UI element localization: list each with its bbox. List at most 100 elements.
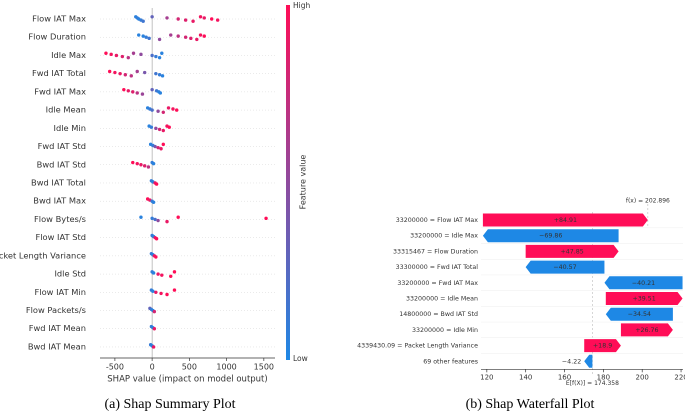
y-tick-label: Idle Max bbox=[51, 50, 86, 60]
shap-point bbox=[151, 271, 156, 275]
value-label: −4.22 bbox=[562, 358, 581, 365]
shap-point bbox=[157, 37, 162, 42]
shap-point bbox=[156, 109, 160, 113]
y-tick-label: Bwd IAT Total bbox=[31, 177, 86, 187]
shap-point bbox=[152, 309, 157, 314]
shap-point bbox=[183, 18, 188, 22]
shap-point bbox=[158, 91, 163, 95]
caption-a: (a) Shap Summary Plot bbox=[104, 397, 235, 412]
feature-label: 14800000 = Bwd IAT Std bbox=[399, 311, 478, 318]
x-tick-label: 160 bbox=[558, 373, 571, 381]
shap-point bbox=[210, 17, 214, 21]
shap-point bbox=[126, 55, 130, 60]
feature-label: 69 other features bbox=[423, 358, 478, 365]
shap-point bbox=[151, 289, 155, 293]
x-tick-label: 200 bbox=[636, 373, 649, 381]
x-tick-label: 220 bbox=[674, 373, 685, 381]
feature-label: 33200000 = Idle Min bbox=[412, 327, 478, 334]
y-tick-label: Packet Length Variance bbox=[0, 250, 86, 260]
x-tick-label: 120 bbox=[480, 373, 493, 381]
y-tick-label: Bwd IAT Std bbox=[37, 159, 86, 169]
shap-point bbox=[171, 107, 175, 111]
shap-point bbox=[154, 54, 158, 59]
feature-label: 33315467 = Flow Duration bbox=[393, 248, 478, 255]
y-tick-label: Flow IAT Std bbox=[35, 232, 86, 242]
y-tick-label: Idle Mean bbox=[46, 105, 86, 115]
shap-point bbox=[157, 127, 162, 132]
waterfall-bar bbox=[605, 292, 683, 305]
value-label: −40.57 bbox=[553, 264, 576, 271]
y-tick-label: Fwd IAT Mean bbox=[29, 323, 86, 333]
shap-point bbox=[153, 144, 157, 149]
shap-point bbox=[157, 73, 162, 77]
shap-point bbox=[172, 270, 177, 274]
y-tick-label: Fwd IAT Max bbox=[34, 86, 86, 96]
shap-point bbox=[161, 128, 165, 133]
value-label: −34.54 bbox=[628, 311, 651, 318]
waterfall-bar bbox=[604, 276, 683, 290]
shap-point bbox=[151, 161, 156, 166]
shap-point bbox=[131, 90, 135, 94]
shap-point bbox=[160, 74, 165, 78]
shap-point bbox=[120, 54, 125, 59]
value-label: +84.91 bbox=[554, 217, 577, 224]
shap-point bbox=[141, 34, 145, 38]
shap-point bbox=[154, 126, 158, 131]
x-tick-label: 0 bbox=[150, 363, 155, 372]
waterfall-bar bbox=[482, 229, 619, 243]
shap-point bbox=[139, 163, 143, 167]
shap-point bbox=[141, 19, 145, 23]
shap-point bbox=[157, 55, 162, 60]
shap-point bbox=[150, 87, 154, 92]
y-tick-label: Flow IAT Max bbox=[32, 14, 86, 24]
colorbar-high: High bbox=[293, 1, 310, 10]
shap-point bbox=[150, 216, 154, 221]
caption-b: (b) Shap Waterfall Plot bbox=[466, 397, 595, 412]
y-tick-label: Fwd IAT Total bbox=[32, 68, 86, 78]
shap-point bbox=[139, 215, 143, 219]
shap-point bbox=[156, 218, 160, 223]
shap-point bbox=[264, 216, 268, 221]
shap-point bbox=[135, 161, 139, 166]
shap-point bbox=[160, 51, 164, 55]
shap-point bbox=[161, 110, 165, 115]
shap-point bbox=[151, 200, 156, 204]
shap-point bbox=[189, 36, 193, 41]
waterfall-bar bbox=[584, 339, 621, 353]
feature-label: 4339430.09 = Packet Length Variance bbox=[357, 343, 478, 350]
shap-point bbox=[142, 70, 147, 75]
y-tick-label: Fwd IAT Std bbox=[38, 141, 86, 151]
x-tick-label: 180 bbox=[597, 373, 610, 381]
value-label: −40.21 bbox=[632, 280, 655, 287]
y-tick-label: Idle Min bbox=[54, 123, 86, 133]
shap-point bbox=[165, 16, 169, 20]
waterfall-bar bbox=[584, 354, 593, 368]
shap-point bbox=[153, 217, 157, 222]
shap-point bbox=[202, 34, 206, 38]
feature-label: 33200000 = Idle Mean bbox=[406, 296, 478, 303]
shap-point bbox=[146, 165, 151, 169]
shap-point bbox=[156, 272, 160, 276]
waterfall-bar bbox=[482, 213, 648, 227]
shap-point bbox=[150, 53, 154, 58]
shap-point bbox=[126, 89, 130, 93]
y-tick-label: Flow Duration bbox=[28, 32, 86, 42]
shap-point bbox=[202, 16, 206, 20]
base-label: E[f(X)] = 174.358 bbox=[566, 380, 619, 387]
colorbar-low: Low bbox=[293, 354, 308, 363]
y-tick-label: Flow Packets/s bbox=[26, 305, 86, 315]
shap-point bbox=[183, 35, 188, 39]
shap-point bbox=[165, 219, 169, 224]
colorbar bbox=[286, 5, 290, 360]
shap-point bbox=[198, 15, 203, 19]
shap-point bbox=[140, 92, 145, 96]
shap-point bbox=[113, 70, 117, 75]
shap-point bbox=[135, 91, 139, 95]
x-tick-label: 500 bbox=[182, 363, 197, 372]
y-tick-label: Flow IAT Min bbox=[35, 287, 86, 297]
y-tick-label: Bwd IAT Mean bbox=[28, 341, 86, 351]
y-tick-label: Idle Std bbox=[54, 269, 86, 279]
shap-point bbox=[129, 74, 133, 78]
shap-point bbox=[151, 345, 156, 349]
shap-point bbox=[154, 237, 159, 241]
